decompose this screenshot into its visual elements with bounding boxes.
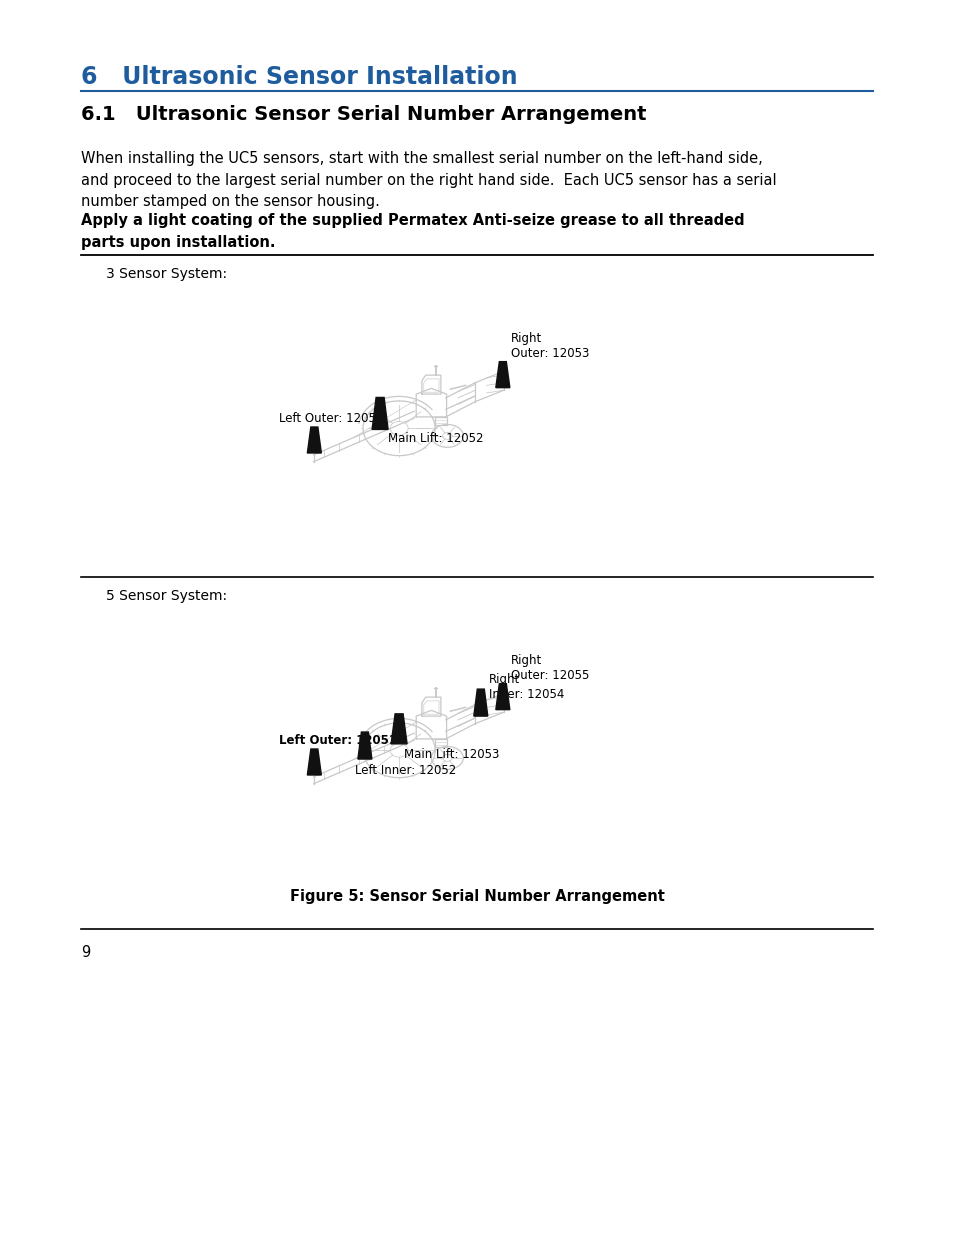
Polygon shape — [357, 732, 372, 760]
Text: When installing the UC5 sensors, start with the smallest serial number on the le: When installing the UC5 sensors, start w… — [81, 151, 776, 209]
Text: 6   Ultrasonic Sensor Installation: 6 Ultrasonic Sensor Installation — [81, 65, 517, 89]
Polygon shape — [496, 684, 509, 710]
Polygon shape — [307, 427, 321, 453]
Polygon shape — [496, 362, 509, 388]
Text: 3 Sensor System:: 3 Sensor System: — [106, 267, 227, 282]
Text: Right
Outer: 12053: Right Outer: 12053 — [510, 332, 589, 359]
Text: Right
Inner: 12054: Right Inner: 12054 — [488, 673, 563, 701]
Text: 9: 9 — [81, 945, 91, 960]
Polygon shape — [372, 398, 388, 430]
Text: 5 Sensor System:: 5 Sensor System: — [106, 589, 227, 603]
Text: Left Outer: 12051: Left Outer: 12051 — [279, 734, 397, 747]
Text: Left Outer: 12051: Left Outer: 12051 — [279, 412, 383, 425]
Polygon shape — [391, 714, 407, 743]
Text: Main Lift: 12052: Main Lift: 12052 — [388, 432, 483, 446]
Text: Figure 5: Sensor Serial Number Arrangement: Figure 5: Sensor Serial Number Arrangeme… — [290, 889, 663, 904]
Polygon shape — [474, 689, 487, 716]
Text: Right
Outer: 12055: Right Outer: 12055 — [510, 653, 589, 682]
Text: Left Inner: 12052: Left Inner: 12052 — [355, 764, 456, 777]
Polygon shape — [307, 748, 321, 776]
Text: 6.1   Ultrasonic Sensor Serial Number Arrangement: 6.1 Ultrasonic Sensor Serial Number Arra… — [81, 105, 646, 124]
Text: Main Lift: 12053: Main Lift: 12053 — [404, 748, 499, 761]
Text: Apply a light coating of the supplied Permatex Anti-seize grease to all threaded: Apply a light coating of the supplied Pe… — [81, 212, 744, 249]
